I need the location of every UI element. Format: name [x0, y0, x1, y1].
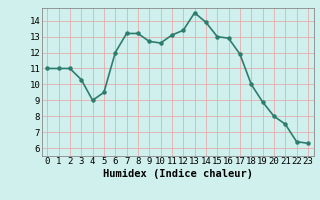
X-axis label: Humidex (Indice chaleur): Humidex (Indice chaleur): [103, 169, 252, 179]
